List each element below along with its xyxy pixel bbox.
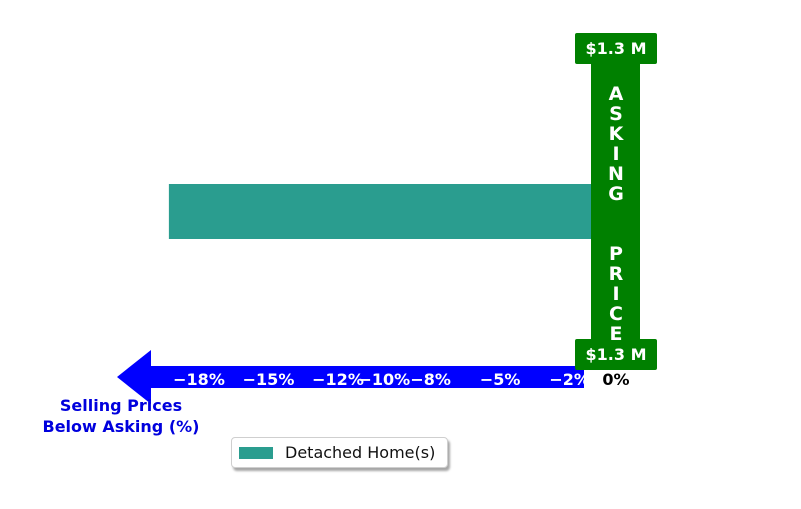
legend-swatch	[239, 447, 273, 459]
asking-price-letter: S	[609, 103, 623, 125]
asking-price-letter: P	[609, 243, 623, 265]
asking-price-post	[591, 50, 640, 355]
asking-price-letter: I	[612, 283, 619, 305]
asking-price-bottom-box	[575, 339, 657, 370]
asking-price-letter: G	[608, 183, 624, 205]
x-tick-label: −18%	[173, 370, 225, 389]
bar-detached-homes	[168, 184, 591, 239]
legend-label: Detached Home(s)	[285, 443, 436, 462]
asking-price-letter: R	[609, 263, 624, 285]
axis-arrow	[117, 350, 584, 404]
asking-price-letter: C	[609, 303, 623, 325]
x-tick-label: −10%	[358, 370, 410, 389]
asking-price-top-value: $1.3 M	[586, 39, 647, 58]
asking-price-letter: K	[609, 123, 625, 145]
x-tick-label: 0%	[602, 370, 629, 389]
asking-price-letter: N	[608, 163, 624, 185]
asking-price-top-box	[575, 33, 657, 64]
asking-price-letter: A	[609, 83, 624, 105]
asking-price-letter: I	[612, 143, 619, 165]
asking-price-bottom-value: $1.3 M	[586, 345, 647, 364]
x-tick-label: −15%	[243, 370, 295, 389]
x-tick-label: −12%	[312, 370, 364, 389]
x-tick-labels: −18% −15% −12%−10% −8% −5% −2% 0%	[173, 370, 629, 389]
asking-price-letter: E	[610, 323, 623, 345]
x-tick-label: −2%	[549, 370, 590, 389]
x-tick-label: −5%	[480, 370, 521, 389]
legend: Detached Home(s)	[231, 437, 448, 468]
x-tick-label: −8%	[410, 370, 451, 389]
x-axis-label: Selling Prices Below Asking (%)	[43, 396, 200, 436]
